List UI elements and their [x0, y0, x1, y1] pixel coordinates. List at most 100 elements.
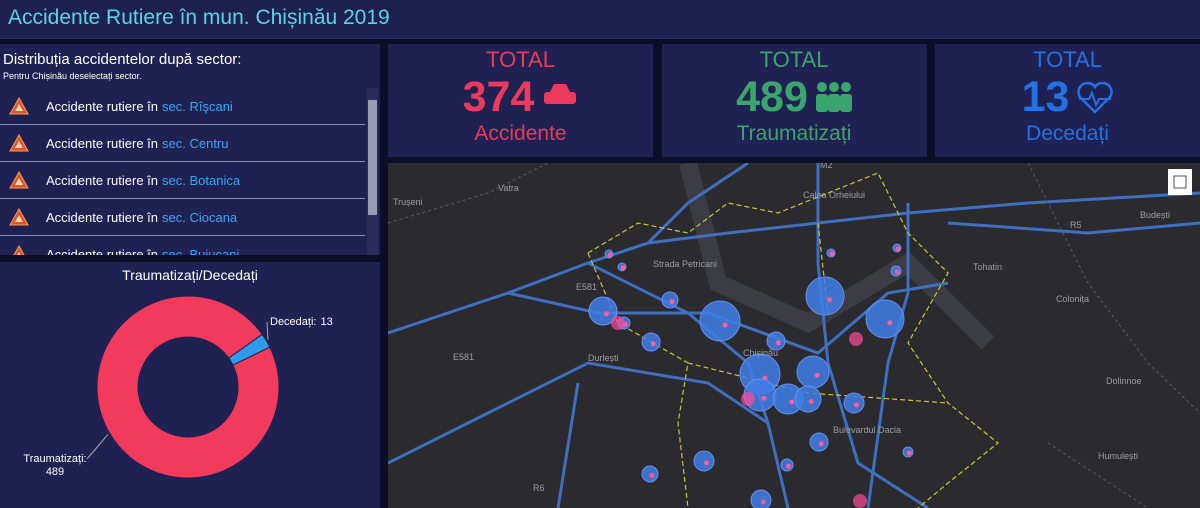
cluster [805, 276, 845, 316]
map-label: M2 [820, 163, 833, 170]
kpi-caption: TOTAL [1033, 47, 1102, 72]
cluster-dot [669, 299, 675, 305]
map-label: Calea Orheiului [803, 190, 865, 200]
cluster [661, 291, 679, 309]
map-label: Budești [1140, 210, 1170, 220]
car-body [544, 92, 577, 104]
kpi-icon [1077, 81, 1114, 114]
slice-name: Traumatizați: [23, 453, 86, 465]
kpi-card: TOTAL 13 Decedați [935, 44, 1200, 157]
hotspot [853, 494, 867, 508]
cluster-dot [894, 269, 900, 275]
hotspot [849, 332, 863, 346]
car-top [550, 84, 571, 92]
item-sector: sec. Ciocana [162, 209, 238, 225]
cluster-dot [775, 340, 781, 346]
cluster-dot [789, 399, 795, 405]
map-label: R6 [533, 483, 545, 493]
cluster-dot [786, 463, 791, 469]
map-label: E581 [576, 282, 597, 292]
hotspot [741, 392, 755, 406]
map-label: Chișinău [743, 348, 778, 358]
chart-title: Traumatizați/Decedați [122, 267, 258, 283]
cluster-dot [906, 450, 912, 456]
sector-item[interactable]: Accidente rutiere în sec. Buiucani [0, 236, 365, 255]
cluster-dot [854, 402, 859, 408]
map-label: Humulești [1098, 451, 1138, 461]
slice-value: 489 [46, 466, 64, 478]
triangle-inner [15, 104, 23, 111]
donut-panel: Traumatizați/Decedați Traumatizați: 489 De… [0, 262, 380, 508]
sector-panel: Distribuția accidentelor după sector: Pe… [0, 44, 380, 255]
cluster [865, 299, 905, 339]
triangle-inner [15, 178, 23, 185]
cluster [809, 432, 829, 452]
panel-subtitle: Pentru Chișinău deselectați sector. [3, 71, 142, 81]
item-text: Accidente rutiere în [46, 209, 159, 225]
leader-line [86, 434, 109, 460]
slice-value: 13 [320, 316, 332, 328]
kpi-number: 374 [463, 73, 579, 121]
person-head [828, 82, 839, 92]
cluster [641, 465, 659, 483]
warning-icon [9, 134, 29, 152]
scroll-thumb[interactable] [368, 100, 377, 215]
map-tool-button[interactable] [1168, 169, 1192, 195]
cluster [641, 332, 661, 352]
kpi-number: 489 [736, 73, 852, 121]
sector-item[interactable]: Accidente rutiere în sec. Botanica [0, 162, 365, 199]
scrollbar[interactable] [367, 88, 378, 255]
accident-clusters [588, 243, 914, 508]
item-text: Accidente rutiere în [46, 98, 159, 114]
cluster-dot [704, 460, 709, 466]
terrain [679, 163, 995, 350]
leader-line [266, 321, 269, 340]
person-head [816, 82, 827, 92]
item-sector: sec. Buiucani [162, 246, 240, 256]
sector-item[interactable]: Accidente rutiere în sec. Rîşcani [0, 88, 365, 125]
kpi-value: 13 [1021, 73, 1070, 121]
map-label: Trușeni [393, 197, 423, 207]
item-text: Accidente rutiere în [46, 172, 159, 188]
map-label: E581 [453, 352, 474, 362]
kpi-icon [544, 84, 577, 104]
kpi-value: 374 [462, 73, 535, 121]
cluster-dot [607, 252, 613, 258]
cluster-dot [620, 265, 626, 271]
sector-item[interactable]: Accidente rutiere în sec. Ciocana [0, 199, 365, 236]
map-label: Colonița [1056, 294, 1089, 304]
map[interactable]: Vatra Trușeni Durlești Chișinău Tohatin Budeș… [388, 163, 1200, 508]
item-sector: sec. Centru [162, 135, 229, 151]
person-body [815, 94, 828, 112]
kpi-number: 13 [1022, 73, 1114, 121]
roads [388, 163, 1200, 508]
map-label: Strada Petricani [653, 259, 717, 269]
kpi-icon [815, 82, 852, 112]
person-head [840, 82, 851, 92]
person-body [839, 94, 852, 112]
warning-icon [9, 97, 29, 115]
kpi-value: 489 [736, 73, 808, 121]
cluster-dot [604, 311, 609, 317]
item-text: Accidente rutiere în [46, 246, 159, 256]
district-borders [388, 163, 1200, 508]
slice-name: Decedați: [270, 316, 316, 328]
map-canvas[interactable]: Vatra Trușeni Durlești Chișinău Tohatin Budeș… [388, 163, 1200, 508]
header: Accidente Rutiere în mun. Chișinău 2019 [0, 0, 1200, 39]
kpi-card: TOTAL 489 Traumatizați [661, 44, 927, 157]
sector-item[interactable]: Accidente rutiere în sec. Centru [0, 125, 365, 162]
donut-chart: Traumatizați/Decedați Traumatizați: 489 De… [23, 267, 333, 479]
cluster [794, 385, 822, 413]
hotspot [611, 316, 625, 330]
map-label: Durlești [588, 353, 619, 363]
cluster-dot [761, 499, 766, 505]
map-label: Tohatin [973, 262, 1002, 272]
item-text: Accidente rutiere în [46, 135, 159, 151]
item-sector: sec. Botanica [162, 172, 241, 188]
cluster-dot [649, 473, 655, 479]
donut-slice [96, 295, 280, 479]
cluster [588, 296, 618, 326]
kpi-label: Decedați [1026, 122, 1109, 145]
cluster-dot [827, 297, 833, 303]
